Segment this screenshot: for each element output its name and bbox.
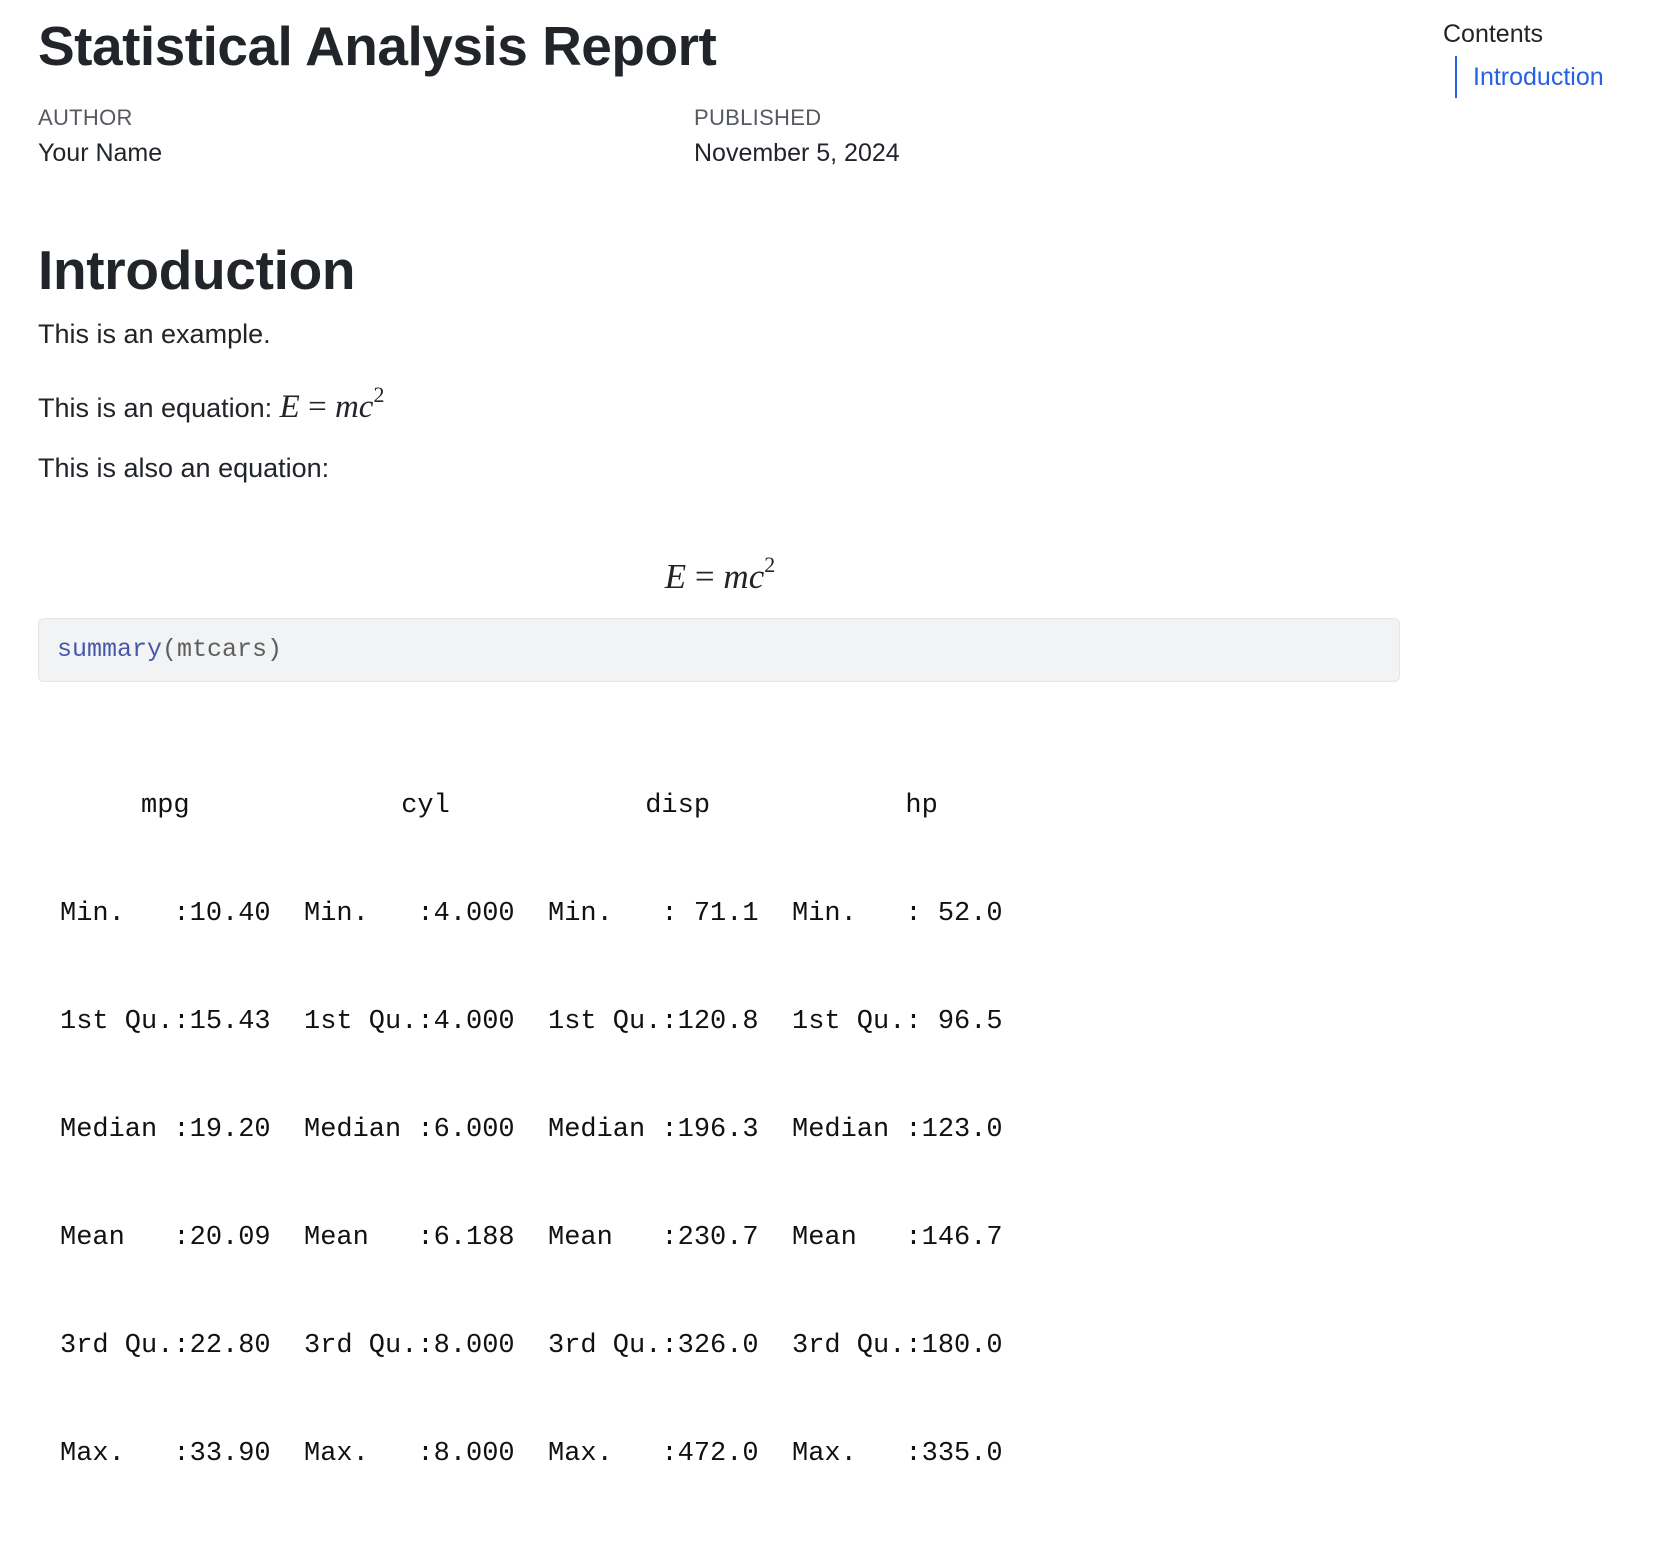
output-cell: Max. :8.000 [304,1439,548,1469]
table-of-contents: Contents Introduction [1443,16,1643,98]
author-heading: AUTHOR [38,105,133,130]
code-output: mpg cyl disp hp Min. :10.40 Min. :4.000 … [60,716,1036,1544]
output-row: 3rd Qu.:22.80 3rd Qu.:8.000 3rd Qu.:326.… [60,1328,1036,1364]
output-cell: 1st Qu.:15.43 [60,1007,304,1037]
output-cell: Mean :146.7 [792,1223,1036,1253]
paragraph-example: This is an example. [38,319,271,349]
toc-title: Contents [1443,20,1544,48]
output-cell: Max. :472.0 [548,1439,792,1469]
output-row: Max. :33.90 Max. :8.000 Max. :472.0 Max.… [60,1436,1036,1472]
toc-item-introduction[interactable]: Introduction [1473,63,1604,91]
output-cell: Min. :10.40 [60,899,304,929]
published-heading: PUBLISHED [694,105,822,130]
output-cell: Median :6.000 [304,1115,548,1145]
inline-equation-prefix: This is an equation: [38,393,280,423]
output-row: Min. :10.40 Min. :4.000 Min. : 71.1 Min.… [60,896,1036,932]
output-cell: Min. :4.000 [304,899,548,929]
output-header-hp: hp [792,791,1019,821]
output-cell: Median :19.20 [60,1115,304,1145]
output-header-mpg: mpg [60,791,287,821]
output-cell: Mean :230.7 [548,1223,792,1253]
code-block[interactable]: summary(mtcars) [38,618,1400,682]
published-date: November 5, 2024 [694,139,900,167]
display-equation: E = mc2 [664,552,776,596]
output-cell: 3rd Qu.:326.0 [548,1331,792,1361]
output-header-cyl: cyl [304,791,531,821]
output-cell: Mean :20.09 [60,1223,304,1253]
code-function: summary [57,635,163,664]
document-title: Statistical Analysis Report [38,15,717,77]
output-cell: 1st Qu.:120.8 [548,1007,792,1037]
author-name: Your Name [38,139,163,167]
paragraph-inline-equation: This is an equation: E = mc2 [38,380,384,426]
output-cell: 3rd Qu.:8.000 [304,1331,548,1361]
output-cell: Max. :33.90 [60,1439,304,1469]
author-block: AUTHOR Your Name [38,104,162,170]
output-row: 1st Qu.:15.43 1st Qu.:4.000 1st Qu.:120.… [60,1004,1036,1040]
output-cell: 1st Qu.:4.000 [304,1007,548,1037]
toc-list: Introduction [1455,56,1643,98]
inline-equation: E = mc2 [279,382,385,425]
output-cell: Min. : 71.1 [548,899,792,929]
output-cell: Mean :6.188 [304,1223,548,1253]
output-cell: Max. :335.0 [792,1439,1036,1469]
output-header-row: mpg cyl disp hp [60,788,1036,824]
section-heading-introduction: Introduction [38,239,356,301]
output-cell: Median :123.0 [792,1115,1036,1145]
output-cell: 3rd Qu.:22.80 [60,1331,304,1361]
output-cell: Median :196.3 [548,1115,792,1145]
paragraph-display-equation-intro: This is also an equation: [38,453,330,483]
code-arguments: (mtcars) [162,635,283,664]
published-block: PUBLISHED November 5, 2024 [694,104,900,170]
output-cell: 3rd Qu.:180.0 [792,1331,1036,1361]
output-row: Median :19.20 Median :6.000 Median :196.… [60,1112,1036,1148]
output-header-disp: disp [548,791,775,821]
output-cell: Min. : 52.0 [792,899,1036,929]
output-row: Mean :20.09 Mean :6.188 Mean :230.7 Mean… [60,1220,1036,1256]
output-cell: 1st Qu.: 96.5 [792,1007,1036,1037]
